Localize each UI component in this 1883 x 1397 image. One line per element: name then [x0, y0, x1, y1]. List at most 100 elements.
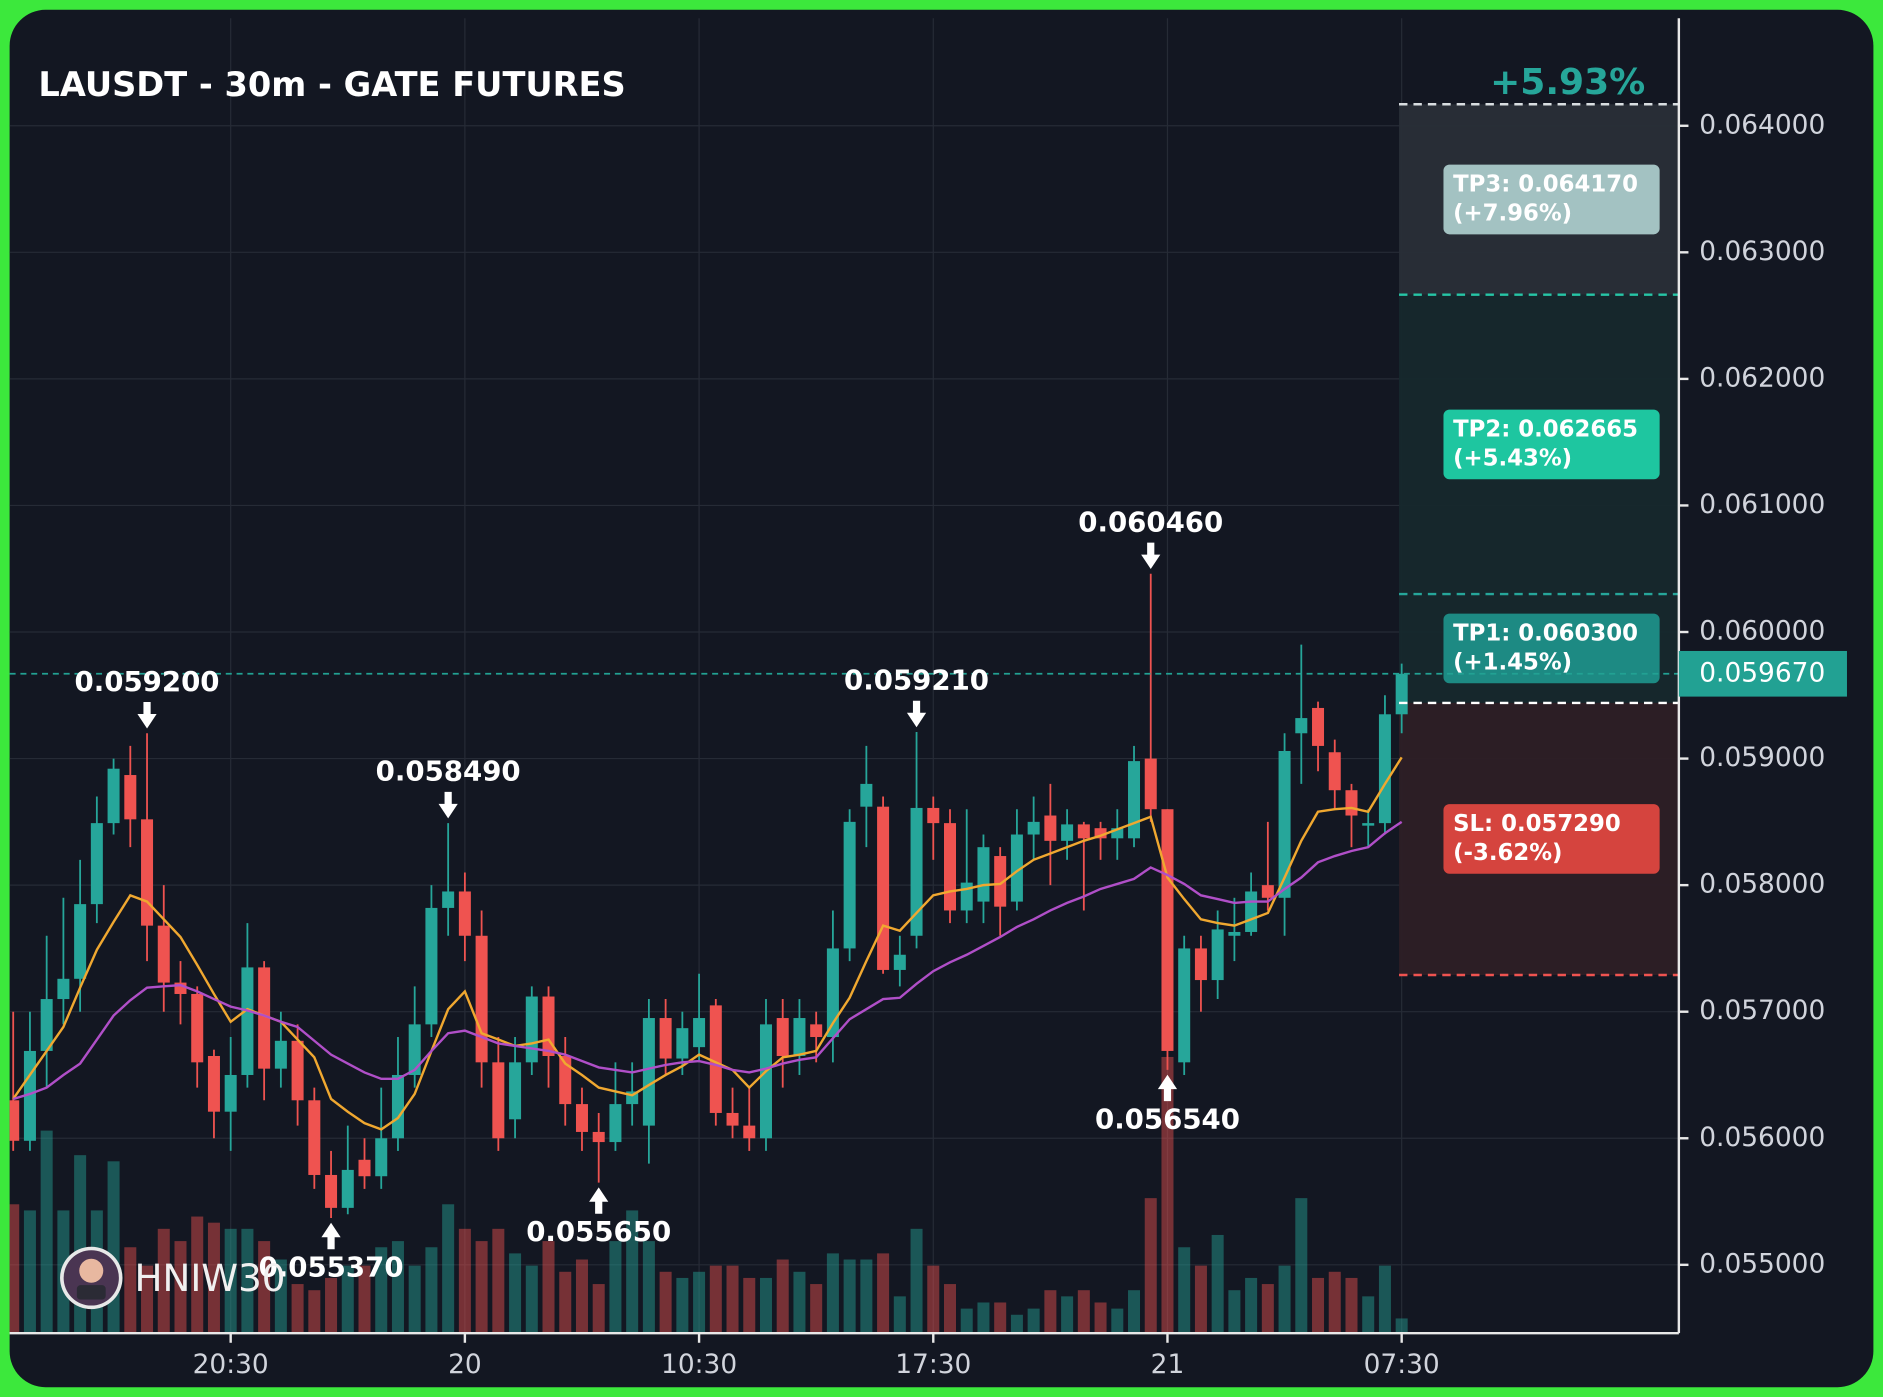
level-change: (+1.45%) — [1453, 649, 1572, 675]
annotation-label: 0.058490 — [376, 755, 521, 788]
candle-body — [759, 1024, 772, 1139]
level-label: TP2: 0.062665 — [1453, 416, 1638, 442]
candle-body — [1128, 761, 1141, 839]
annotation-label: 0.055650 — [526, 1215, 671, 1248]
candle-body — [676, 1028, 689, 1059]
volume-bar — [1228, 1290, 1241, 1334]
candle-body — [592, 1131, 605, 1143]
volume-bar — [291, 1284, 304, 1334]
candle-body — [910, 807, 923, 936]
candle-body — [57, 978, 70, 1000]
volume-bar — [1245, 1277, 1258, 1334]
volume-bar — [743, 1277, 756, 1334]
y-tick-label: 0.060000 — [1699, 616, 1825, 647]
candle-body — [693, 1018, 706, 1048]
candle-body — [325, 1174, 338, 1208]
candle-body — [274, 1040, 287, 1069]
candle-body — [1278, 750, 1291, 898]
volume-bar — [826, 1253, 839, 1334]
watermark: HNIW30 — [60, 1246, 285, 1310]
candle-body — [191, 993, 204, 1063]
candle-body — [107, 768, 120, 824]
candle-body — [943, 823, 957, 911]
volume-bar — [274, 1259, 287, 1334]
x-tick-label: 10:30 — [661, 1349, 737, 1380]
candle-body — [1362, 823, 1375, 826]
annotation-label: 0.060460 — [1078, 505, 1223, 538]
level-change: (+5.43%) — [1453, 445, 1572, 471]
volume-bar — [107, 1161, 120, 1334]
candle-body — [642, 1018, 655, 1126]
candle-body — [509, 1062, 522, 1120]
volume-bar — [492, 1228, 505, 1334]
volume-bar — [542, 1241, 555, 1334]
volume-bar — [425, 1247, 438, 1334]
volume-bar — [1278, 1265, 1291, 1334]
volume-bar — [793, 1271, 806, 1334]
volume-bar — [960, 1308, 973, 1334]
candle-body — [492, 1062, 505, 1139]
candle-body — [1144, 758, 1157, 810]
x-tick-label: 17:30 — [895, 1349, 971, 1380]
volume-bar — [1345, 1277, 1358, 1334]
volume-bar — [893, 1296, 906, 1334]
candle-body — [860, 783, 873, 807]
candle-body — [1094, 828, 1107, 839]
candle-body — [391, 1074, 404, 1139]
volume-bar — [575, 1259, 588, 1334]
volume-bar — [810, 1284, 823, 1334]
level-box — [1443, 804, 1660, 874]
y-tick-label: 0.055000 — [1699, 1248, 1825, 1279]
volume-bar — [642, 1241, 655, 1334]
volume-bar — [458, 1228, 471, 1334]
level-change: (-3.62%) — [1453, 840, 1562, 866]
candle-body — [893, 954, 906, 970]
volume-bar — [224, 1228, 237, 1334]
candle-body — [224, 1074, 237, 1112]
volume-bar — [375, 1247, 388, 1334]
candle-body — [1245, 891, 1258, 932]
candle-body — [341, 1169, 354, 1208]
candle-body — [726, 1112, 739, 1126]
y-tick-label: 0.061000 — [1699, 489, 1825, 520]
candle-body — [1211, 929, 1224, 981]
volume-bar — [391, 1241, 404, 1334]
candle-body — [241, 967, 254, 1075]
y-tick-label: 0.062000 — [1699, 362, 1825, 393]
volume-bar — [124, 1247, 137, 1334]
volume-bar — [1027, 1308, 1040, 1334]
volume-bar — [174, 1241, 187, 1334]
candle-body — [559, 1056, 572, 1105]
candle-body — [793, 1018, 806, 1057]
candle-body — [90, 823, 103, 905]
volume-bar — [1077, 1290, 1090, 1334]
candle-body — [258, 967, 271, 1069]
volume-bar — [1061, 1296, 1074, 1334]
volume-bar — [1211, 1234, 1224, 1334]
volume-bar — [308, 1290, 321, 1334]
candle-body — [23, 1050, 36, 1141]
volume-bar — [475, 1241, 488, 1334]
candle-body — [124, 775, 137, 820]
annotation-arrow — [137, 702, 157, 729]
volume-bar — [592, 1284, 605, 1334]
candle-body — [659, 1018, 672, 1059]
volume-bar — [141, 1265, 154, 1334]
x-tick-label: 21 — [1151, 1349, 1185, 1380]
x-tick-label: 20 — [448, 1349, 482, 1380]
volume-bar — [759, 1277, 772, 1334]
volume-bar — [693, 1271, 706, 1334]
volume-bar — [977, 1302, 990, 1334]
volume-bar — [927, 1265, 940, 1334]
candle-body — [1395, 673, 1408, 715]
candle-body — [1161, 809, 1174, 1051]
y-tick-label: 0.058000 — [1699, 869, 1825, 900]
candle-body — [977, 847, 990, 902]
volume-bar — [1328, 1271, 1341, 1334]
volume-bar — [442, 1204, 455, 1334]
annotation-arrow — [1141, 542, 1161, 569]
volume-bar — [1128, 1290, 1141, 1334]
candle-body — [743, 1125, 756, 1139]
volume-bar — [40, 1130, 53, 1334]
annotation-arrow — [321, 1222, 341, 1250]
